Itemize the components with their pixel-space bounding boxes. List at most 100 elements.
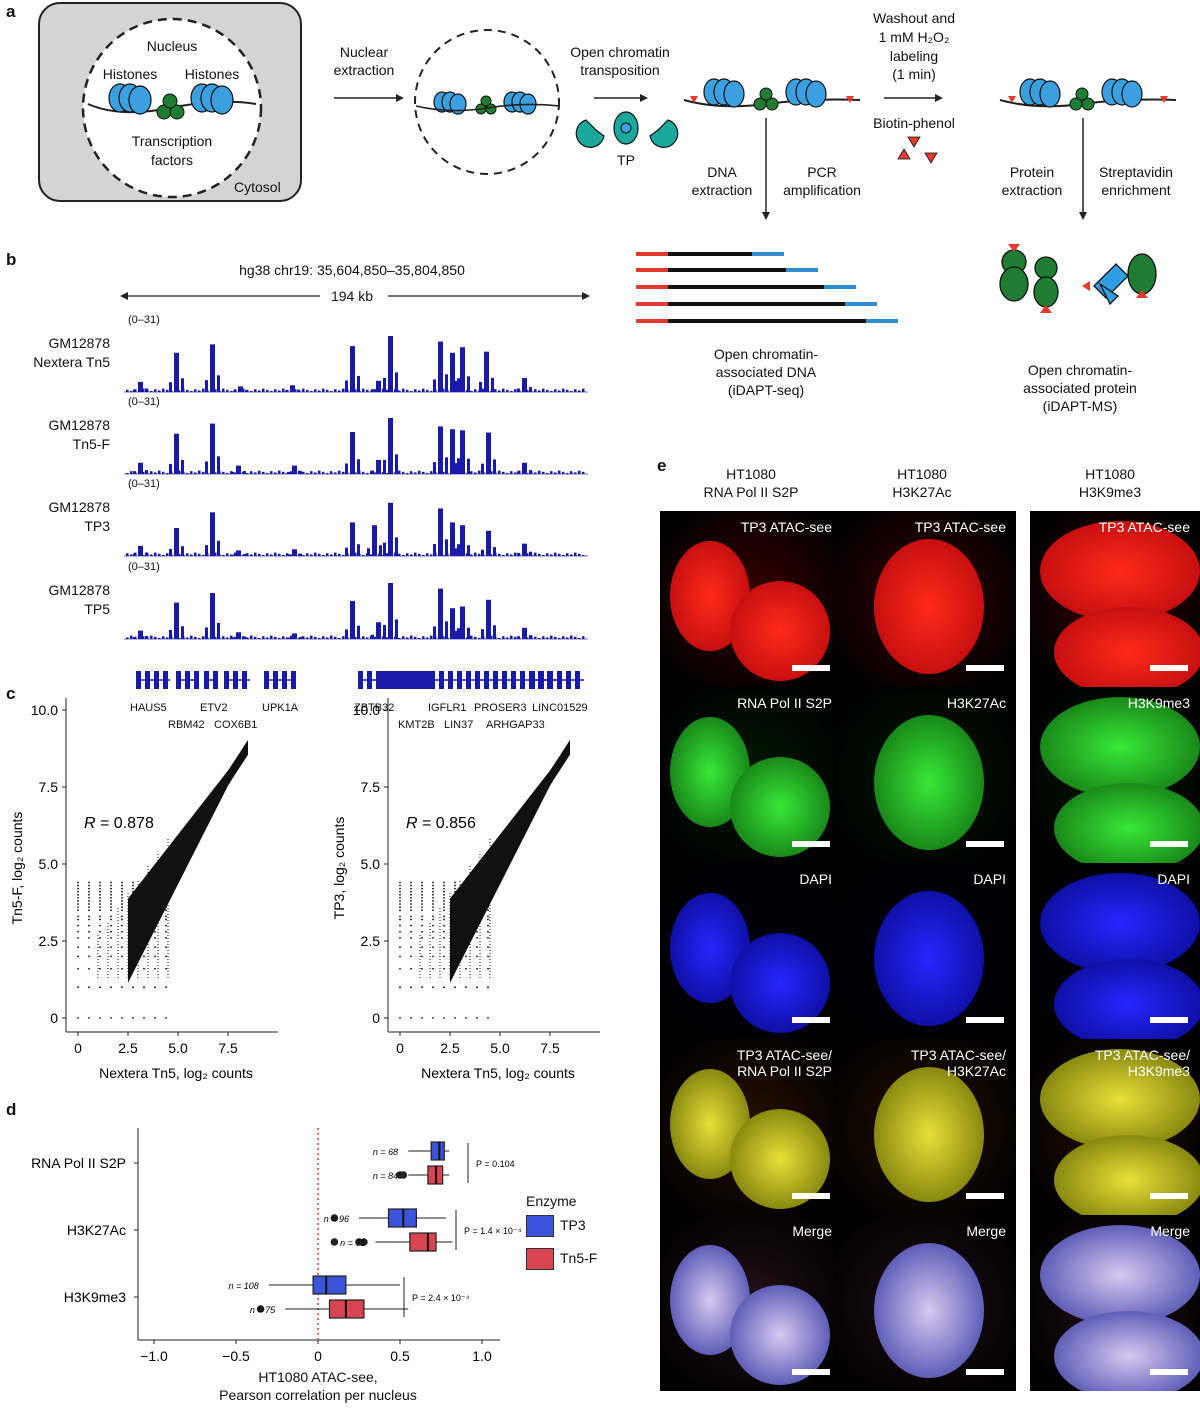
scatter-point — [421, 887, 423, 890]
track-noise — [494, 389, 497, 392]
dna-extraction-1: DNA — [707, 164, 737, 180]
track-peak — [345, 463, 348, 474]
track-noise — [582, 471, 585, 474]
track-noise — [410, 635, 413, 639]
scatter-point — [77, 937, 79, 939]
scatter-point — [154, 946, 156, 949]
scatter-point — [154, 986, 156, 989]
track-peak — [299, 553, 302, 556]
track-peak — [517, 552, 520, 556]
panel-d-letter: d — [6, 1100, 17, 1119]
track-peak — [395, 454, 398, 474]
track-noise — [130, 554, 133, 556]
track-noise — [278, 390, 281, 392]
scatter-point — [487, 915, 489, 918]
track-noise — [562, 555, 565, 556]
gene-exon — [539, 671, 544, 689]
track-noise — [510, 391, 513, 392]
track-peak — [481, 549, 484, 556]
boxplot-x-tick-label: −1.0 — [140, 1348, 168, 1364]
micrograph-label: DAPI — [1157, 871, 1190, 887]
scatter-point — [399, 890, 401, 893]
scatter-point — [487, 955, 489, 958]
track-range-2: (0–31) — [128, 478, 160, 490]
track-peak — [491, 377, 494, 392]
scatter-point — [410, 986, 412, 989]
scatter-point — [443, 915, 445, 918]
boxplot-outlier — [399, 1171, 408, 1179]
track-noise — [310, 471, 313, 474]
track-noise — [158, 470, 161, 474]
scatter-point — [399, 909, 401, 912]
scatter-point — [121, 900, 123, 902]
track-peak — [433, 626, 436, 639]
track-peak — [450, 352, 455, 392]
track-noise — [550, 471, 553, 474]
boxplot-n-label: n = 75 — [250, 1305, 276, 1315]
scatter-point — [121, 967, 123, 970]
scatter-point — [443, 1017, 445, 1019]
scatter-point — [476, 1017, 478, 1019]
scatter-point — [399, 1017, 401, 1019]
scatter-point — [165, 924, 167, 927]
track-noise — [426, 389, 429, 392]
track-peak — [445, 382, 448, 392]
track-noise — [246, 473, 249, 474]
track-noise — [342, 388, 345, 392]
pvalue-label: P = 1.4 × 10⁻⁴ — [464, 1226, 522, 1236]
correlation-label: R = 0.856 — [406, 815, 476, 832]
track-noise — [130, 471, 133, 474]
scatter-point — [432, 881, 434, 884]
track-peak — [169, 463, 172, 474]
track-noise — [470, 635, 473, 639]
scatter-point — [432, 918, 434, 921]
track-noise — [178, 553, 181, 556]
scatter-point — [88, 887, 90, 890]
scatter-point — [476, 930, 478, 933]
scatter-point — [143, 967, 145, 970]
scale-bar — [966, 1017, 1004, 1023]
boxplot-n-label: n = 84 — [373, 1171, 398, 1181]
scatter-point — [421, 909, 423, 912]
track-noise — [542, 636, 545, 639]
track-noise — [222, 636, 225, 639]
track-peak — [287, 637, 290, 639]
track-noise — [330, 471, 333, 474]
track-noise — [270, 471, 273, 474]
track-peak — [383, 625, 386, 639]
track-noise — [318, 638, 321, 639]
scatter-point — [410, 915, 412, 918]
track-peak — [433, 544, 436, 556]
track-noise — [426, 637, 429, 639]
gene-exon — [358, 671, 363, 689]
scatter-ylabel: Tn5-F, log₂ counts — [9, 812, 25, 925]
boxplot-outlier — [330, 1238, 339, 1246]
track-noise — [314, 636, 317, 639]
micrograph-label: Merge — [1150, 1223, 1190, 1239]
col-header-2b: H3K27Ac — [892, 484, 952, 500]
span-label: 194 kb — [330, 288, 374, 304]
track-noise — [326, 389, 329, 392]
track-noise — [414, 472, 417, 474]
x-tick-label: 7.5 — [218, 1040, 238, 1056]
track-noise — [258, 638, 261, 639]
x-tick-label: 5.0 — [490, 1040, 510, 1056]
track-noise — [498, 638, 501, 639]
scale-bar — [792, 841, 830, 847]
track-noise — [510, 471, 513, 474]
track-noise — [322, 388, 325, 392]
track-noise — [362, 471, 365, 474]
track-peak — [133, 553, 136, 556]
scale-bar — [966, 1193, 1004, 1199]
track-noise — [374, 636, 377, 639]
track-peak — [457, 458, 460, 474]
track-noise — [474, 552, 477, 556]
scatter-point — [110, 890, 112, 893]
scatter-point — [88, 967, 90, 970]
track-peak — [372, 525, 377, 556]
scatter-point — [443, 946, 445, 949]
track-noise — [366, 389, 369, 392]
scatter-point — [88, 884, 90, 887]
cytosol-label: Cytosol — [234, 179, 281, 195]
track-noise — [566, 553, 569, 556]
